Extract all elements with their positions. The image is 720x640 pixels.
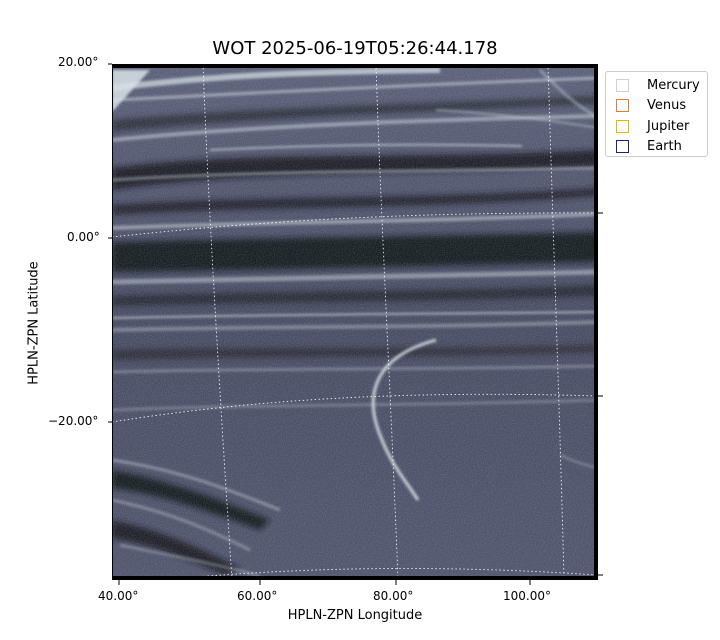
legend-item-venus: Venus (616, 96, 707, 117)
legend-label: Earth (647, 139, 682, 155)
y-axis-label: HPLN-ZPN Latitude (26, 261, 42, 385)
x-tick-label: 80.00° (373, 589, 414, 603)
coordinate-grid (112, 64, 598, 580)
x-tick-label: 100.00° (503, 589, 551, 603)
legend-label: Mercury (647, 77, 700, 93)
legend-swatch (616, 119, 629, 133)
legend: Mercury Venus Jupiter Earth (605, 71, 708, 157)
y-tick-label: 0.00° (67, 230, 100, 244)
legend-swatch (616, 78, 629, 92)
legend-item-jupiter: Jupiter (616, 116, 707, 137)
x-tick-label: 40.00° (98, 589, 139, 603)
y-tick-label: 20.00° (58, 55, 99, 69)
legend-item-earth: Earth (616, 137, 707, 158)
tick-marks (108, 63, 603, 585)
x-tick-label: 60.00° (237, 589, 278, 603)
legend-item-mercury: Mercury (616, 75, 707, 96)
image-noise (112, 64, 598, 580)
legend-swatch (616, 99, 629, 113)
x-axis-label: HPLN-ZPN Longitude (287, 608, 423, 623)
y-tick-label: −20.00° (48, 414, 99, 428)
legend-swatch (616, 140, 629, 154)
legend-label: Jupiter (647, 118, 690, 134)
legend-label: Venus (647, 98, 687, 114)
plot-title: WOT 2025-06-19T05:26:44.178 (212, 38, 498, 59)
